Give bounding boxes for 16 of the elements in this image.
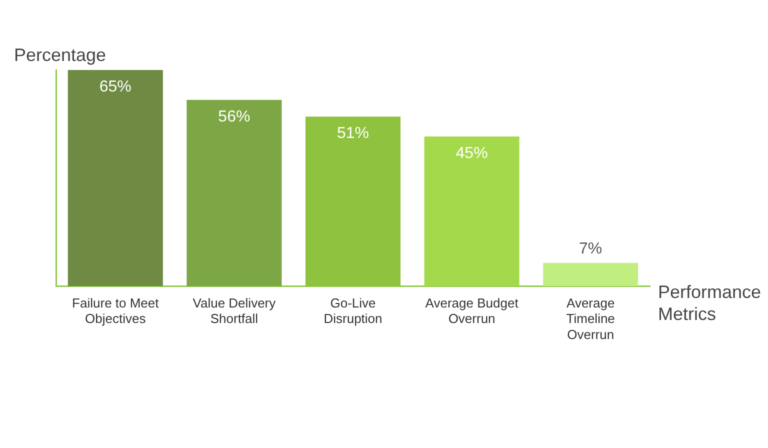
x-tick-label: Failure to Meet Objectives	[72, 296, 160, 326]
x-tick-label: Go-Live Disruption	[324, 296, 382, 326]
bar	[424, 136, 520, 286]
y-axis-title: Percentage	[14, 45, 106, 66]
data-label: 7%	[579, 240, 602, 258]
data-label: 45%	[456, 144, 488, 162]
x-tick-label: Average Timeline Overrun	[566, 296, 615, 342]
data-label: 51%	[336, 124, 370, 142]
x-tick-label: Value Delivery Shortfall	[192, 296, 276, 326]
bar	[186, 100, 282, 286]
x-axis-title: Performance Metrics	[658, 281, 762, 325]
data-label: 56%	[218, 108, 250, 126]
data-label: 65%	[99, 78, 132, 96]
x-tick-label: Average Budget Overrun	[425, 296, 519, 326]
bar	[68, 70, 163, 286]
bar	[543, 262, 638, 286]
